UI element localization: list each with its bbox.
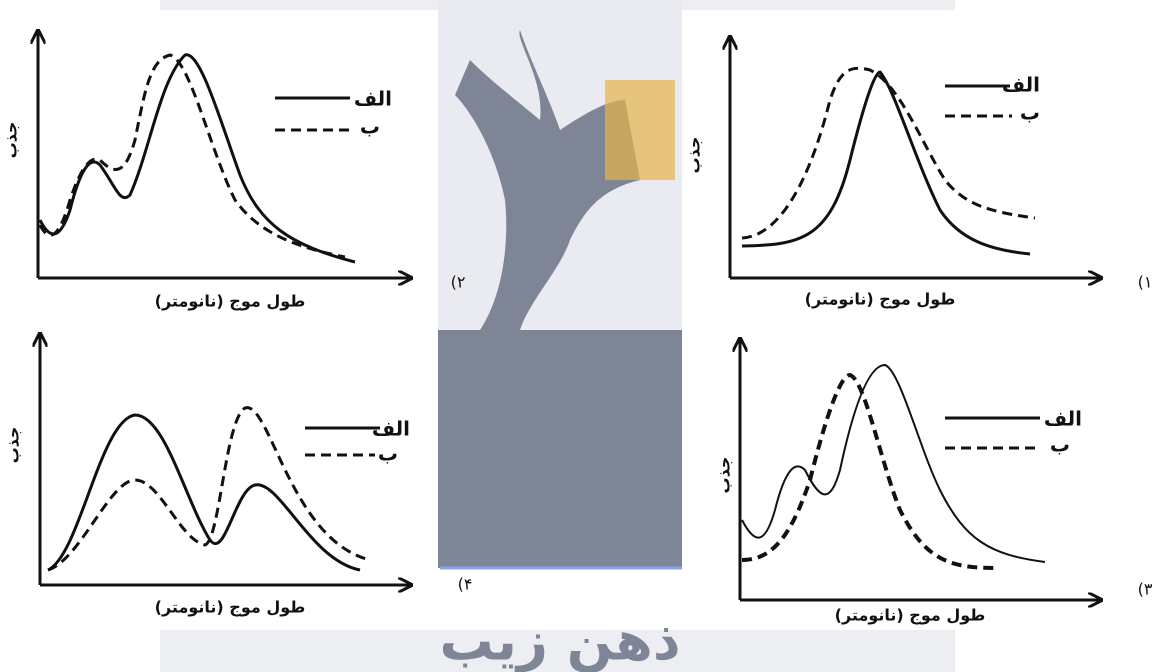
curve-a — [47, 413, 361, 572]
legend-b: ب — [1020, 101, 1040, 125]
option-number: ۴) — [458, 575, 473, 594]
legend-b: ب — [378, 442, 398, 466]
y-label: جذب — [2, 122, 21, 159]
x-label: طول موج (نانومتر) — [835, 606, 986, 625]
hand-silhouette — [455, 30, 640, 330]
curve-a — [741, 70, 1031, 256]
x-label: طول موج (نانومتر) — [155, 292, 306, 311]
cube-image — [605, 80, 675, 180]
center-image-dark — [438, 330, 682, 568]
y-label: جذب — [715, 457, 734, 494]
y-label: جذب — [4, 427, 23, 464]
panel: الف ب جذب طول موج (نانومتر) ۴) — [4, 335, 473, 617]
curve-b — [47, 406, 371, 572]
option-number: ۱) — [1138, 273, 1153, 292]
curve-a — [741, 363, 1046, 563]
legend-a: الف — [1044, 407, 1082, 431]
legend-b: ب — [1050, 433, 1070, 457]
panel: الف ب جذب طول موج (نانومتر) ۲) — [2, 32, 466, 311]
curve-a — [38, 53, 356, 264]
panel: الف ب جذب طول موج (نانومتر) ۳) — [715, 340, 1153, 625]
x-label: طول موج (نانومتر) — [805, 290, 956, 309]
curve-b — [38, 53, 346, 259]
x-label: طول موج (نانومتر) — [155, 598, 306, 617]
legend-b: ب — [360, 115, 380, 139]
option-number: ۲) — [451, 273, 466, 292]
curve-b — [741, 66, 1036, 240]
option-number: ۳) — [1138, 580, 1153, 599]
legend-a: الف — [372, 417, 410, 441]
watermark-text: ذهن زیب — [439, 610, 680, 672]
y-label: جذب — [685, 137, 704, 174]
legend-a: الف — [1002, 73, 1040, 97]
panel: الف ب جذب طول موج (نانومتر) ۱) — [685, 38, 1153, 309]
watermark-band-bottom — [160, 630, 955, 672]
curve-b — [741, 372, 996, 570]
legend-a: الف — [354, 87, 392, 111]
